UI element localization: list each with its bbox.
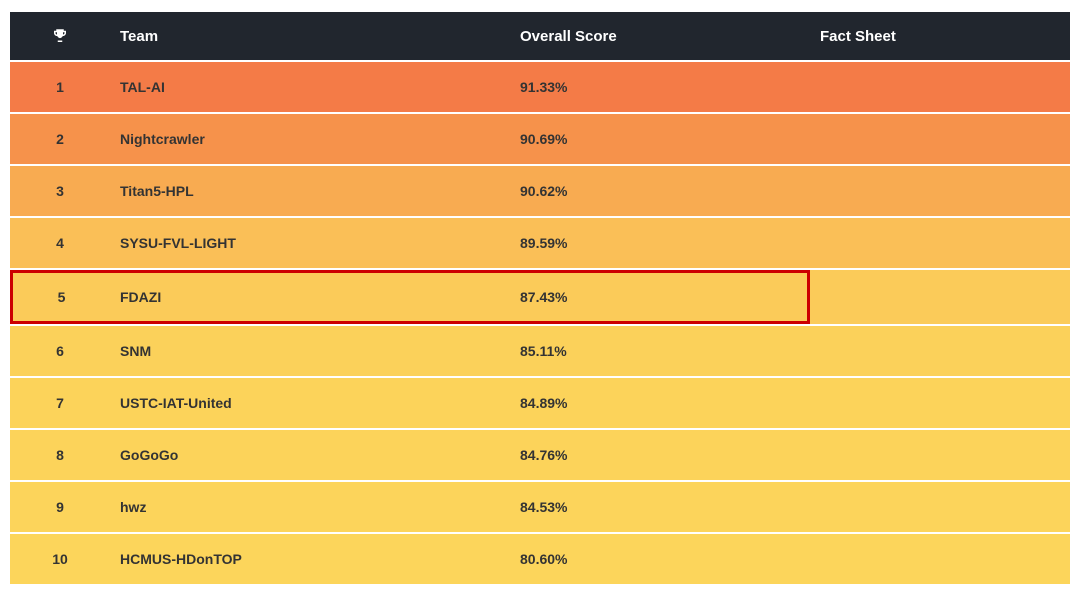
cell-fact xyxy=(810,430,1070,480)
table-row: 7USTC-IAT-United84.89% xyxy=(10,378,1070,428)
cell-fact xyxy=(810,218,1070,268)
table-row: 9hwz84.53% xyxy=(10,482,1070,532)
cell-rank: 4 xyxy=(10,218,110,268)
table-row: 8GoGoGo84.76% xyxy=(10,430,1070,480)
cell-team: SYSU-FVL-LIGHT xyxy=(110,218,510,268)
header-row: Team Overall Score Fact Sheet xyxy=(10,12,1070,60)
cell-team: USTC-IAT-United xyxy=(110,378,510,428)
cell-score: 89.59% xyxy=(510,218,810,268)
cell-score: 90.62% xyxy=(510,166,810,216)
cell-team: HCMUS-HDonTOP xyxy=(110,534,510,584)
cell-fact xyxy=(810,378,1070,428)
cell-team: TAL-AI xyxy=(110,62,510,112)
header-fact: Fact Sheet xyxy=(810,12,1070,60)
table-row: 3Titan5-HPL90.62% xyxy=(10,166,1070,216)
table-row: 4SYSU-FVL-LIGHT89.59% xyxy=(10,218,1070,268)
header-score: Overall Score xyxy=(510,12,810,60)
cell-rank: 7 xyxy=(10,378,110,428)
table-row: 6SNM85.11% xyxy=(10,326,1070,376)
cell-rank: 9 xyxy=(10,482,110,532)
cell-fact xyxy=(810,270,1070,324)
cell-fact xyxy=(810,534,1070,584)
cell-team: SNM xyxy=(110,326,510,376)
cell-team: hwz xyxy=(110,482,510,532)
cell-score: 85.11% xyxy=(510,326,810,376)
cell-score: 80.60% xyxy=(510,534,810,584)
cell-rank: 3 xyxy=(10,166,110,216)
cell-score: 84.89% xyxy=(510,378,810,428)
cell-fact xyxy=(810,326,1070,376)
header-team: Team xyxy=(110,12,510,60)
cell-rank: 6 xyxy=(10,326,110,376)
cell-rank: 2 xyxy=(10,114,110,164)
cell-fact xyxy=(810,482,1070,532)
cell-score: 87.43% xyxy=(510,270,810,324)
cell-score: 90.69% xyxy=(510,114,810,164)
cell-rank: 1 xyxy=(10,62,110,112)
trophy-icon xyxy=(51,27,69,44)
leaderboard-body: 1TAL-AI91.33%2Nightcrawler90.69%3Titan5-… xyxy=(10,62,1070,584)
table-row: 5FDAZI87.43% xyxy=(10,270,1070,324)
cell-team: FDAZI xyxy=(110,270,510,324)
cell-fact xyxy=(810,114,1070,164)
header-rank xyxy=(10,12,110,60)
cell-fact xyxy=(810,166,1070,216)
table-row: 2Nightcrawler90.69% xyxy=(10,114,1070,164)
leaderboard-table: Team Overall Score Fact Sheet 1TAL-AI91.… xyxy=(10,10,1070,586)
cell-score: 91.33% xyxy=(510,62,810,112)
cell-score: 84.76% xyxy=(510,430,810,480)
cell-team: Nightcrawler xyxy=(110,114,510,164)
table-row: 1TAL-AI91.33% xyxy=(10,62,1070,112)
cell-team: GoGoGo xyxy=(110,430,510,480)
cell-score: 84.53% xyxy=(510,482,810,532)
cell-team: Titan5-HPL xyxy=(110,166,510,216)
table-row: 10HCMUS-HDonTOP80.60% xyxy=(10,534,1070,584)
cell-rank: 10 xyxy=(10,534,110,584)
cell-rank: 5 xyxy=(10,270,110,324)
cell-fact xyxy=(810,62,1070,112)
cell-rank: 8 xyxy=(10,430,110,480)
